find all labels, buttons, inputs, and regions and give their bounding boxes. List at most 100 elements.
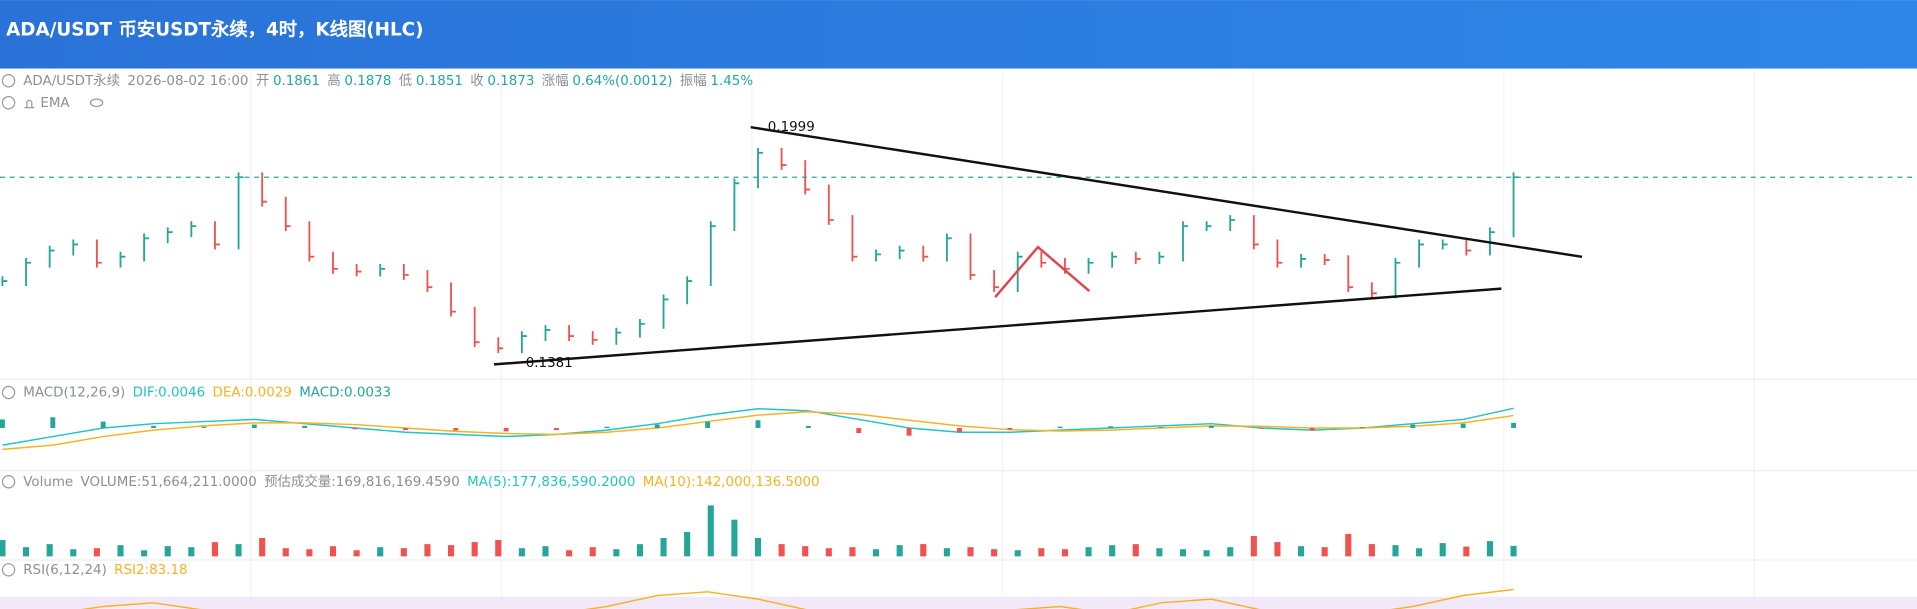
hlc-bar (898, 245, 905, 260)
hlc-bar (875, 249, 881, 262)
macd-bar (1359, 427, 1365, 428)
hlc-bar (119, 251, 126, 268)
legend: Volume VOLUME:51,664,211.0000 预估成交量:169,81… (23, 473, 819, 490)
volume-bar (1297, 546, 1305, 557)
macd-bar (957, 427, 962, 433)
rsi-pane: RSI(6,12,24) RSI2:83.18 (1, 563, 1514, 609)
collapse-icon[interactable] (1, 385, 16, 400)
hlc-bar (1323, 254, 1330, 265)
time: 2026-08-02 16:00 (127, 74, 248, 89)
hlc-bar (1134, 251, 1141, 264)
label: 收 (470, 73, 483, 89)
volume-bar (1156, 548, 1163, 557)
trend-line (493, 287, 1502, 366)
volume-bar (991, 549, 998, 557)
macd-bar (251, 424, 257, 428)
hlc-bar (922, 245, 929, 262)
macd-bar (1007, 427, 1013, 430)
volume-bar (424, 544, 431, 557)
collapse-icon[interactable] (1, 74, 16, 88)
volume-bar (1486, 541, 1493, 557)
rsi-line (80, 588, 1514, 609)
volume-bar (1085, 547, 1092, 557)
hlc-bar (1, 276, 8, 286)
hlc-bar (237, 172, 244, 250)
volume-bar (849, 547, 856, 557)
hlc-bar (520, 331, 527, 354)
hlc-bar (686, 276, 693, 305)
volume-bar (141, 550, 148, 557)
pattern-line (994, 245, 1091, 298)
hlc-bar (568, 325, 574, 341)
hlc-bar (1370, 282, 1377, 299)
volume-bar (1014, 550, 1021, 557)
volume-bar (1345, 533, 1352, 557)
label: 振幅 (680, 73, 707, 89)
legend-item: RSI(6,12,24) (23, 563, 107, 578)
volume-bar (684, 531, 691, 557)
macd-bar (1108, 426, 1114, 428)
label: 低 (399, 73, 412, 89)
hlc-bar (544, 325, 551, 341)
hlc-bar (143, 233, 150, 262)
volume-bar (1227, 547, 1234, 557)
collapse-icon[interactable] (1, 563, 16, 577)
macd-bar (1460, 423, 1466, 428)
macd-bar (1158, 427, 1164, 428)
trend-line (750, 126, 1583, 259)
hlc-bar (1182, 221, 1188, 262)
legend-item: MACD:0.0033 (299, 386, 391, 401)
volume-bar (518, 548, 525, 557)
macd-bar (100, 421, 106, 428)
hlc-bar (355, 263, 362, 277)
hlc-bar (95, 239, 102, 268)
hlc-bar (1512, 172, 1519, 238)
value: 0.1878 (344, 74, 391, 89)
grid (0, 73, 1917, 609)
macd-bar (906, 427, 912, 436)
volume-bar (93, 548, 100, 557)
collapse-icon[interactable] (1, 475, 16, 489)
hlc-bar (190, 221, 197, 238)
macd-bar (705, 421, 711, 428)
volume-bar (1109, 545, 1116, 557)
collapse-icon[interactable] (1, 96, 16, 110)
legend: MACD(12,26,9) DIF:0.0046 DEA:0.0029 MACD:0.… (23, 386, 391, 401)
hlc-bar (1040, 251, 1047, 268)
volume-bar (46, 544, 53, 557)
hlc-bar (1229, 215, 1236, 232)
volume-bar (1203, 550, 1210, 557)
hlc-bar (662, 294, 669, 329)
hlc-bar (1158, 251, 1165, 264)
macd-bar (1208, 425, 1214, 428)
hlc-bar (709, 221, 716, 286)
hlc-bar (780, 147, 787, 170)
header-title: ADA/USDT 币安USDT永续，4时，K线图(HLC) (6, 19, 423, 41)
macd-bar (654, 424, 660, 428)
volume-bar (353, 550, 360, 557)
hlc-bar (615, 327, 622, 345)
label: 高 (327, 72, 340, 89)
symbol: ADA/USDT永续 (23, 73, 120, 89)
macd-bar (755, 420, 761, 428)
label: 开 (256, 74, 269, 89)
volume-bar (22, 547, 30, 557)
value: 1.45% (710, 74, 753, 89)
header-bar (0, 0, 1917, 69)
hlc-bar (851, 215, 858, 262)
volume-bar (282, 548, 289, 557)
legend-item: MA(10):142,000,136.5000 (643, 475, 820, 490)
macd-bar (352, 427, 358, 430)
volume-bar (731, 519, 738, 557)
hlc-bar (993, 270, 999, 293)
legend: RSI(6,12,24) RSI2:83.18 (23, 563, 187, 578)
macd-bar (604, 426, 610, 428)
volume-bar (1321, 547, 1328, 557)
macd-bar (453, 427, 459, 431)
eye-icon[interactable] (89, 98, 104, 108)
bell-icon[interactable] (24, 99, 35, 109)
value: 0.1861 (273, 74, 320, 89)
hlc-bar (450, 282, 456, 317)
